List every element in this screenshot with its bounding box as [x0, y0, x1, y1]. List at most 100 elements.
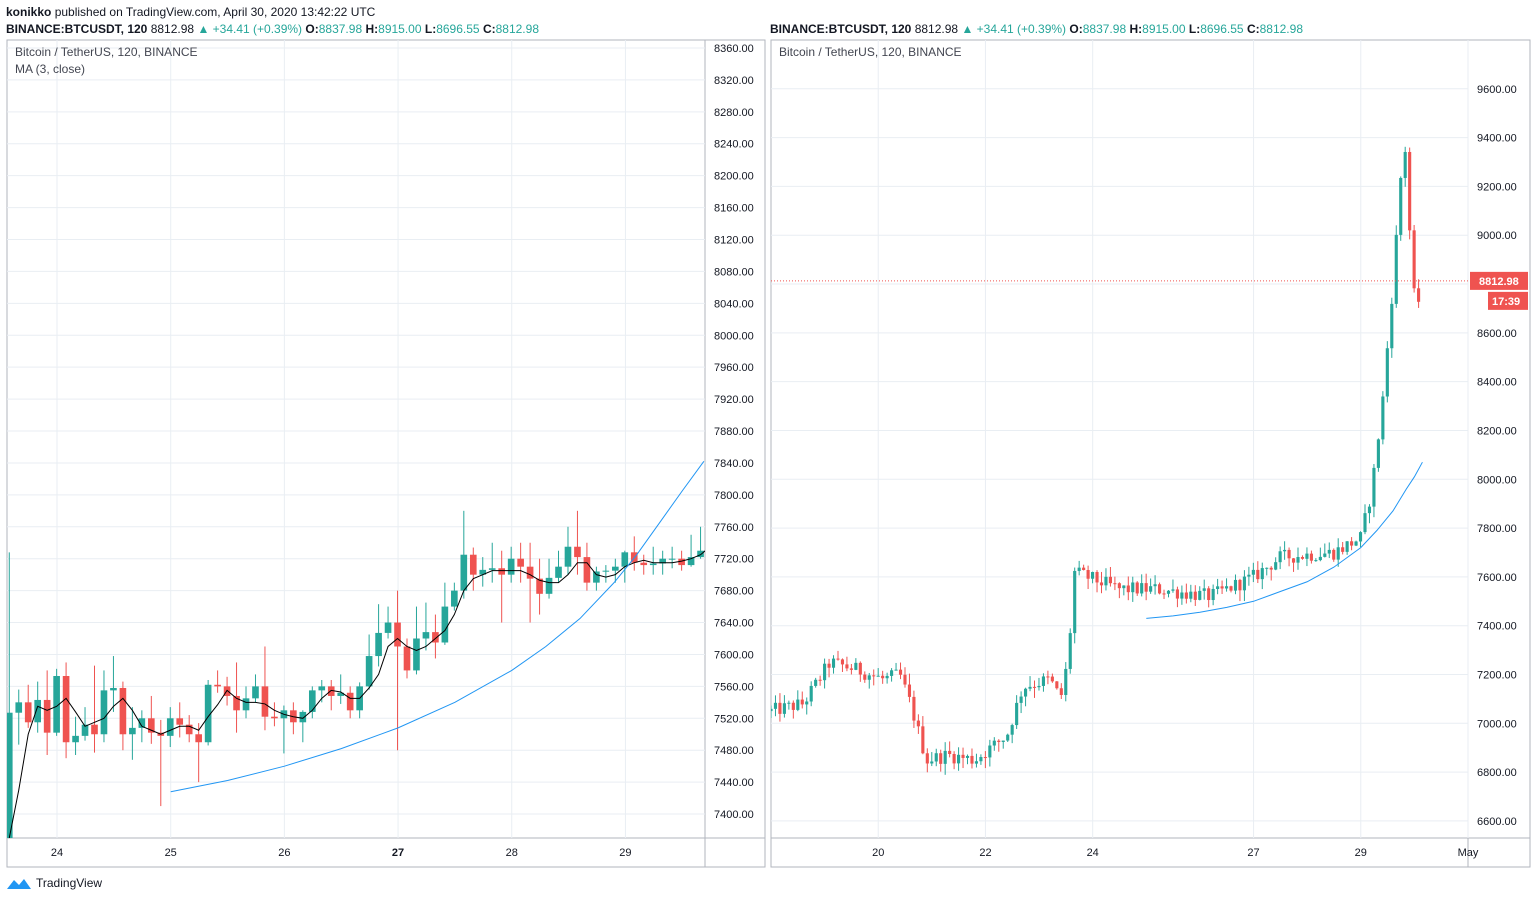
candle-body	[1211, 588, 1215, 601]
candle-body	[773, 702, 778, 709]
x-tick-label: 29	[1355, 847, 1367, 859]
y-tick-label: 7440.00	[714, 777, 754, 789]
last-price-left: 8812.98	[150, 22, 195, 36]
candle-body	[1032, 686, 1037, 688]
candle-body	[1082, 567, 1086, 570]
author-name[interactable]: konikko	[6, 5, 52, 19]
candle-body	[451, 590, 458, 607]
y-tick-label: 7600.00	[1477, 572, 1517, 584]
candle-body	[1260, 568, 1264, 580]
candle-body	[805, 701, 809, 705]
y-tick-label: 7880.00	[714, 426, 754, 438]
candle-body	[903, 674, 907, 685]
y-tick-label: 8080.00	[714, 266, 754, 278]
y-tick-label: 9400.00	[1477, 133, 1517, 145]
candle-body	[1010, 725, 1014, 735]
candle-body	[1314, 560, 1318, 562]
candle-body	[890, 670, 894, 676]
candles-right	[771, 146, 1423, 775]
candle-body	[1220, 586, 1224, 589]
y-tick-label: 7680.00	[714, 586, 754, 598]
candle-body	[997, 740, 1001, 742]
candle-body	[659, 558, 666, 564]
candle-body	[91, 724, 98, 735]
x-tick-label: 24	[1087, 847, 1099, 859]
candle-body	[1104, 576, 1108, 586]
candle-body	[1126, 585, 1130, 593]
candle-body	[252, 686, 259, 699]
candle-body	[649, 563, 657, 566]
candle-body	[488, 568, 496, 570]
candle-body	[823, 663, 827, 681]
publish-text: published on TradingView.com, April 30, …	[54, 5, 376, 19]
candle-body	[1367, 506, 1372, 514]
candle-body	[1162, 593, 1166, 595]
candle-body	[432, 632, 439, 643]
candle-body	[602, 570, 610, 572]
high-value-left: 8915.00	[378, 22, 422, 36]
symbol-right: BINANCE:BTCUSDT, 120	[770, 22, 912, 36]
candle-body	[1363, 513, 1367, 533]
open-value-left: 8837.98	[318, 22, 363, 36]
y-tick-label: 7960.00	[714, 362, 754, 374]
candle-body	[413, 638, 420, 671]
candle-body	[621, 552, 629, 567]
candle-body	[974, 761, 979, 764]
candle-body	[1318, 556, 1322, 561]
candle-body	[1385, 348, 1389, 397]
tradingview-brand[interactable]: TradingView	[6, 876, 102, 890]
candle-body	[845, 664, 849, 669]
x-tick-label: 25	[165, 847, 177, 859]
candle-body	[100, 690, 108, 735]
candle-body	[1050, 676, 1054, 682]
candle-body	[1198, 590, 1202, 600]
candle-body	[1283, 549, 1287, 552]
high-value-right: 8915.00	[1142, 22, 1186, 36]
y-tick-label: 8400.00	[1477, 377, 1517, 389]
candle-body	[1341, 547, 1345, 552]
tradingview-logo-icon	[7, 879, 31, 889]
symbol-left: BINANCE:BTCUSDT, 120	[6, 22, 148, 36]
y-tick-label: 9200.00	[1477, 181, 1517, 193]
candle-body	[394, 622, 401, 647]
candle-body	[1412, 230, 1416, 289]
y-tick-label: 6600.00	[1477, 816, 1517, 828]
candle-body	[517, 558, 524, 567]
open-label-left: O:	[305, 22, 319, 36]
candle-body	[1015, 702, 1019, 726]
candle-body	[930, 761, 934, 764]
candle-body	[1291, 558, 1296, 563]
candle-body	[818, 679, 822, 681]
y-tick-label: 7000.00	[1477, 718, 1517, 730]
candle-body	[1336, 547, 1340, 560]
candle-body	[809, 685, 813, 702]
countdown-label-right: 17:39	[1492, 296, 1520, 308]
y-tick-label: 8320.00	[714, 75, 754, 87]
y-tick-label: 7800.00	[1477, 523, 1517, 535]
candle-body	[479, 569, 487, 575]
close-value-right: 8812.98	[1259, 22, 1303, 36]
candle-body	[1278, 551, 1282, 563]
candle-body	[195, 734, 202, 743]
y-tick-label: 7800.00	[714, 490, 754, 502]
candle-body	[460, 554, 468, 591]
x-tick-label: 29	[619, 847, 631, 859]
y-tick-label: 8000.00	[714, 330, 754, 342]
candle-body	[952, 753, 956, 764]
candle-body	[787, 702, 791, 704]
candle-body	[1059, 688, 1063, 695]
candle-body	[1327, 549, 1331, 554]
candle-body	[318, 686, 326, 691]
candle-body	[1171, 589, 1175, 591]
x-tick-label: May	[1458, 847, 1479, 859]
candle-body	[921, 726, 925, 754]
candle-body	[574, 546, 581, 558]
candle-body	[346, 692, 354, 711]
candle-body	[583, 557, 591, 583]
panel-border-right	[770, 39, 1531, 868]
candle-body	[1265, 567, 1269, 569]
y-tick-label: 7520.00	[714, 713, 754, 725]
candle-body	[15, 702, 23, 713]
candle-body	[885, 675, 889, 679]
